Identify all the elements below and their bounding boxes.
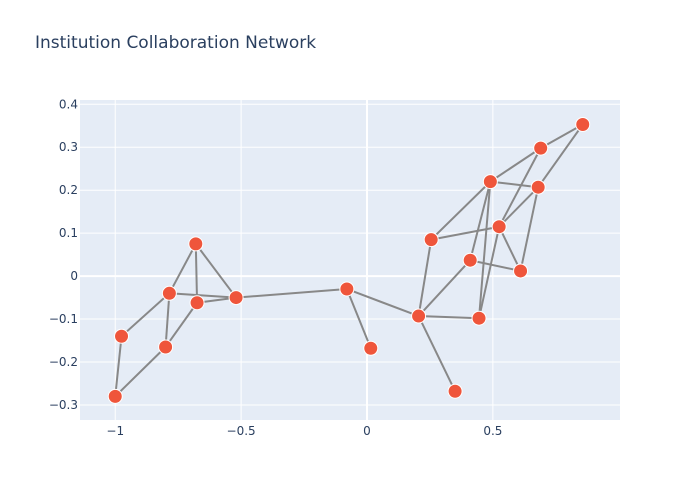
- network-edge: [430, 180, 492, 241]
- network-node[interactable]: [107, 388, 123, 404]
- network-edge: [478, 226, 501, 319]
- network-edge: [498, 147, 542, 228]
- network-node[interactable]: [189, 295, 205, 311]
- y-tick-label: −0.3: [49, 398, 78, 412]
- network-edge: [519, 186, 540, 272]
- network-node[interactable]: [228, 290, 244, 306]
- network-edge: [417, 315, 457, 392]
- x-axis-ticks: −1 −0.5 0 0.5: [106, 424, 502, 438]
- network-edge: [164, 302, 198, 348]
- network-node[interactable]: [158, 339, 174, 355]
- network-edge: [498, 186, 539, 228]
- network-node[interactable]: [411, 308, 427, 324]
- network-node[interactable]: [530, 179, 546, 195]
- x-tick-label: 0.5: [483, 424, 502, 438]
- network-edge: [169, 292, 237, 299]
- network-node[interactable]: [188, 236, 204, 252]
- nodes[interactable]: [107, 116, 591, 404]
- y-tick-label: 0.1: [59, 226, 78, 240]
- network-node[interactable]: [339, 281, 355, 297]
- network-node[interactable]: [114, 328, 130, 344]
- network-edge: [470, 259, 521, 272]
- network-edge: [418, 315, 480, 320]
- network-node[interactable]: [482, 174, 498, 190]
- plot-area: [80, 100, 620, 420]
- network-node[interactable]: [462, 252, 478, 268]
- x-tick-label: −1: [106, 424, 124, 438]
- y-tick-label: 0.4: [59, 97, 78, 111]
- y-tick-label: −0.1: [49, 312, 78, 326]
- y-tick-label: 0.2: [59, 183, 78, 197]
- network-node[interactable]: [471, 310, 487, 326]
- y-axis-ticks: −0.3 −0.2 −0.1 0 0.1 0.2 0.3 0.4: [49, 97, 78, 412]
- network-edge: [417, 259, 471, 317]
- network-node[interactable]: [513, 263, 529, 279]
- grid: [80, 100, 620, 420]
- x-tick-label: −0.5: [227, 424, 256, 438]
- network-edge: [417, 239, 433, 317]
- network-node[interactable]: [423, 232, 439, 248]
- network-edge: [346, 288, 419, 317]
- y-tick-label: −0.2: [49, 355, 78, 369]
- x-tick-label: 0: [363, 424, 371, 438]
- network-edge: [540, 123, 584, 149]
- network-edge: [114, 336, 123, 397]
- network-node[interactable]: [575, 116, 591, 132]
- network-node[interactable]: [363, 340, 379, 356]
- network-edge: [537, 123, 584, 188]
- network-edge: [195, 243, 237, 299]
- network-edge: [114, 346, 167, 398]
- network-edge: [490, 180, 539, 189]
- network-node[interactable]: [533, 140, 549, 156]
- network-edge: [498, 226, 522, 272]
- network-edge: [120, 292, 171, 337]
- network-edge: [194, 243, 199, 303]
- y-tick-label: 0.3: [59, 140, 78, 154]
- network-edge: [164, 293, 171, 348]
- network-edge: [469, 181, 492, 261]
- network-node[interactable]: [491, 219, 507, 235]
- network-edge: [478, 181, 492, 319]
- network-edge: [489, 147, 542, 183]
- network-node[interactable]: [161, 285, 177, 301]
- network-edge: [236, 287, 347, 299]
- network-edge: [168, 243, 197, 294]
- chart-title: Institution Collaboration Network: [35, 33, 317, 53]
- network-node[interactable]: [447, 383, 463, 399]
- network-edge: [345, 288, 372, 349]
- y-tick-label: 0: [70, 269, 78, 283]
- edges: [114, 123, 584, 398]
- network-edge: [431, 225, 500, 241]
